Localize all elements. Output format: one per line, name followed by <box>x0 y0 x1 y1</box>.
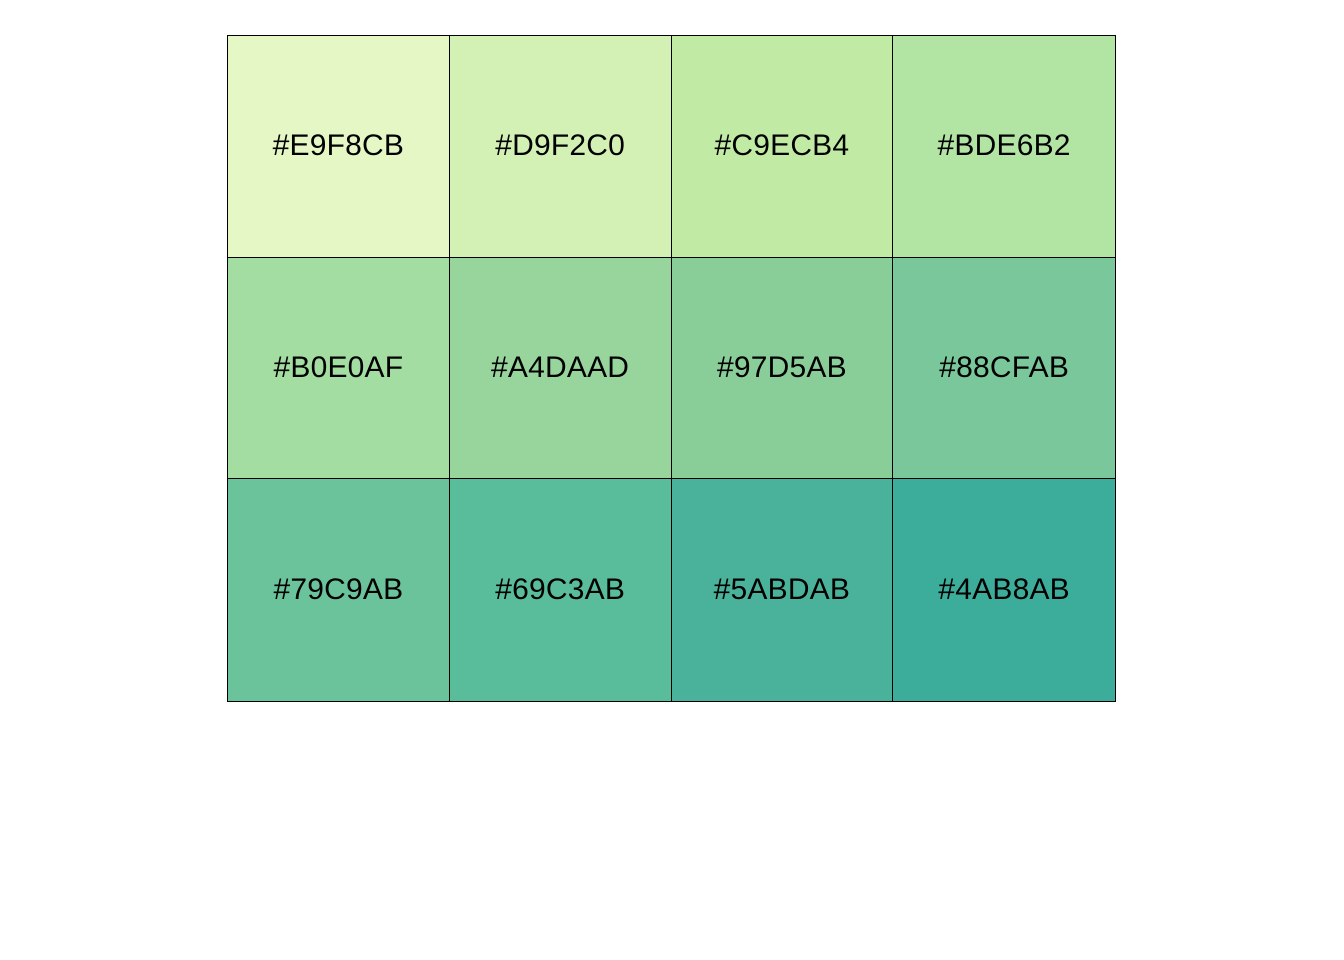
swatch-label: #BDE6B2 <box>937 129 1071 163</box>
swatch-label: #A4DAAD <box>491 350 630 384</box>
color-swatch: #B0E0AF <box>228 257 450 480</box>
swatch-label: #D9F2C0 <box>495 129 626 163</box>
swatch-label: #4AB8AB <box>938 573 1070 607</box>
color-swatch: #BDE6B2 <box>893 36 1115 258</box>
color-swatch: #C9ECB4 <box>671 36 894 258</box>
swatch-label: #88CFAB <box>939 350 1070 384</box>
swatch-label: #69C3AB <box>495 573 626 607</box>
swatch-label: #79C9AB <box>273 573 404 607</box>
color-swatch: #97D5AB <box>671 257 894 480</box>
color-swatch: #79C9AB <box>228 479 450 701</box>
color-swatch: #69C3AB <box>449 479 672 701</box>
swatch-label: #E9F8CB <box>272 129 405 163</box>
color-swatch: #D9F2C0 <box>449 36 672 258</box>
swatch-label: #5ABDAB <box>713 573 851 607</box>
color-swatch: #5ABDAB <box>671 479 894 701</box>
swatch-label: #C9ECB4 <box>714 129 850 163</box>
swatch-label: #97D5AB <box>716 350 847 384</box>
color-swatch: #A4DAAD <box>449 257 672 480</box>
color-swatch-grid: #E9F8CB #D9F2C0 #C9ECB4 #BDE6B2 #B0E0AF … <box>227 35 1116 702</box>
swatch-label: #B0E0AF <box>273 350 404 384</box>
color-swatch: #E9F8CB <box>228 36 450 258</box>
color-swatch: #88CFAB <box>893 257 1115 480</box>
color-swatch: #4AB8AB <box>893 479 1115 701</box>
